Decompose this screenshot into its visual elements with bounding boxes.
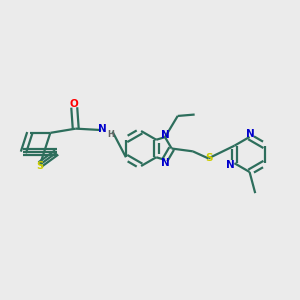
Text: H: H — [107, 130, 114, 139]
Text: O: O — [70, 100, 79, 110]
Text: S: S — [206, 153, 213, 163]
Text: S: S — [37, 161, 44, 171]
Text: N: N — [226, 160, 235, 170]
Text: N: N — [246, 129, 254, 139]
Text: N: N — [98, 124, 107, 134]
Text: N: N — [161, 158, 170, 168]
Text: N: N — [161, 130, 170, 140]
